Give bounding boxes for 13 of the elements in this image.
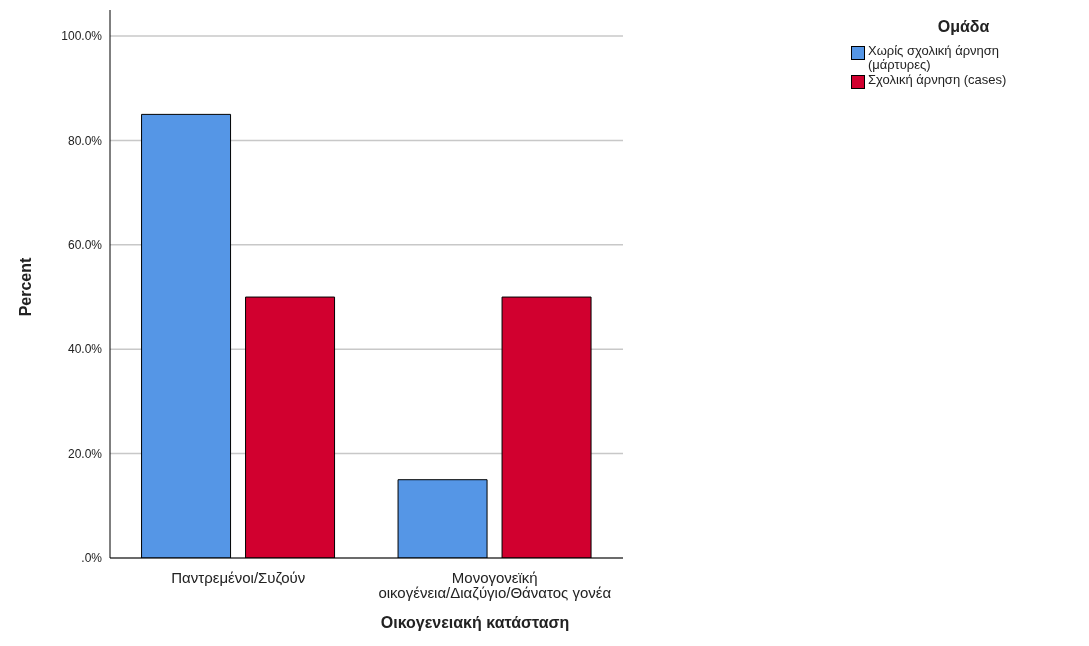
y-tick-label: 40.0% — [67, 342, 103, 357]
x-axis-title: Οικογενειακή κατάσταση — [379, 614, 571, 632]
y-tick-label: 60.0% — [67, 238, 103, 253]
y-tick-label: .0% — [81, 551, 103, 566]
legend-label: Σχολική άρνηση (cases) — [868, 72, 1008, 87]
x-tick-label: Μονογονεϊκή οικογένεια/Διαζύγιο/Θάνατος γονέα — [378, 568, 612, 601]
y-tick-label: 80.0% — [67, 133, 103, 148]
y-tick-label: 100.0% — [61, 29, 103, 44]
x-tick-label: Παντρεμένοι/Συζούν — [171, 568, 306, 586]
y-tick-label: 20.0% — [67, 446, 103, 461]
y-axis-title: Percent — [17, 257, 35, 317]
legend-label: Χωρίς σχολική άρνηση (μάρτυρες) — [868, 43, 1001, 72]
legend-title: Ομάδα — [936, 18, 991, 36]
